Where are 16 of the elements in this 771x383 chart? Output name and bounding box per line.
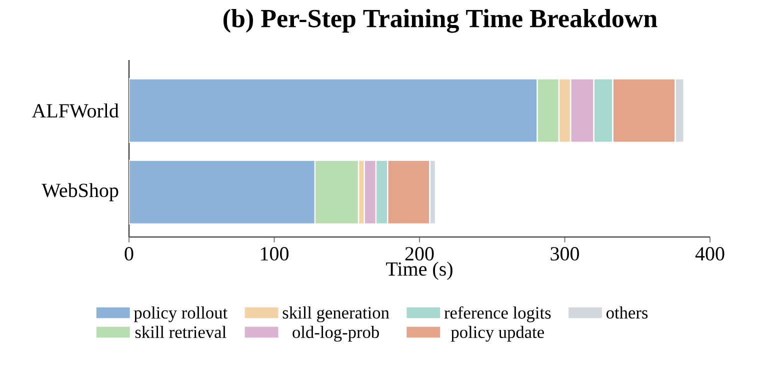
x-tick-label: 400	[695, 247, 724, 261]
legend-label: skill generation	[282, 306, 390, 322]
legend-label: skill retrieval	[135, 326, 226, 338]
x-tick-label: 200	[405, 247, 434, 261]
chart-title: (b) Per-Step Training Time Breakdown	[224, 9, 658, 33]
legend-label: policy update	[450, 326, 544, 342]
legend-label: reference logits	[444, 306, 551, 322]
legend-label: others	[606, 306, 648, 319]
x-tick-label: 300	[550, 247, 579, 261]
x-tick-label: 0	[124, 247, 134, 261]
legend-label: policy rollout	[134, 306, 228, 322]
legend-label: old-log-prob	[292, 326, 379, 342]
x-axis-title: Time (s)	[386, 262, 452, 280]
x-tick-label: 100	[261, 247, 288, 261]
y-tick-label: WebShop	[42, 183, 118, 202]
y-tick-label: ALFWorld	[32, 103, 119, 118]
